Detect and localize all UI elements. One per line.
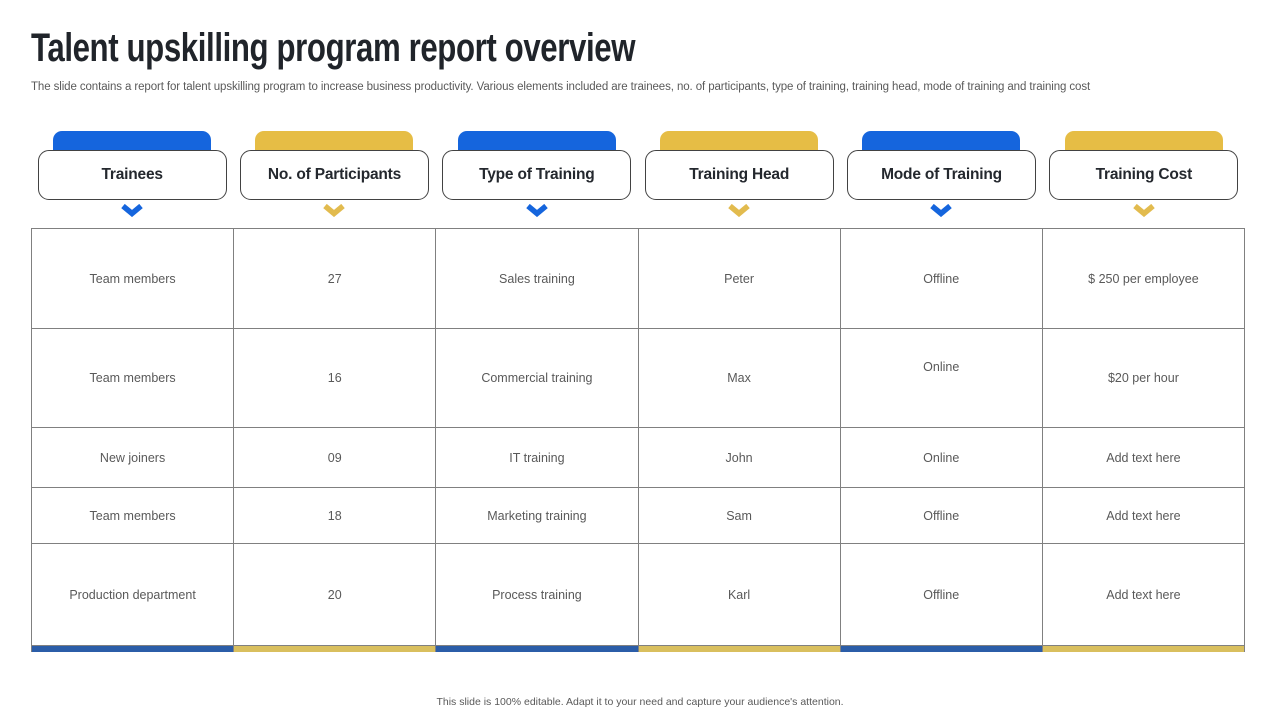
- table-cell: Offline: [840, 544, 1043, 646]
- header-label: Training Cost: [1095, 166, 1193, 183]
- table-cell: Team members: [32, 488, 235, 544]
- header-label: Mode of Training: [881, 166, 1002, 183]
- table-cell: IT training: [436, 428, 639, 488]
- slide-subtitle: The slide contains a report for talent u…: [31, 81, 1091, 93]
- table-cell: 27: [234, 229, 437, 329]
- header-card: Type of Training: [442, 150, 632, 200]
- header-label: Training Head: [689, 166, 790, 183]
- column-header-training-type: Type of Training: [436, 131, 638, 226]
- header-label: Trainees: [101, 166, 164, 183]
- column-accent-bar-blue: [436, 646, 639, 652]
- column-accent-bar-gold: [638, 646, 841, 652]
- table-cell: Team members: [32, 229, 235, 329]
- header-label: Type of Training: [479, 166, 595, 183]
- table-cell: Karl: [638, 544, 841, 646]
- header-card: Training Cost: [1049, 150, 1239, 200]
- table-cell: 09: [234, 428, 437, 488]
- header-card: Mode of Training: [846, 150, 1036, 200]
- table-cell: Offline: [840, 488, 1043, 544]
- footer-note: This slide is 100% editable. Adapt it to…: [436, 696, 844, 708]
- chevron-down-icon: [1133, 204, 1155, 217]
- chevron-down-icon: [728, 204, 750, 217]
- chevron-down-icon: [930, 204, 953, 217]
- column-header-training-mode: Mode of Training: [840, 131, 1042, 226]
- table-cell: $20 per hour: [1042, 329, 1245, 428]
- column-accent-bar-gold: [234, 646, 437, 652]
- table-cell: 16: [234, 329, 437, 428]
- column-accent-bar-gold: [1042, 646, 1245, 652]
- table-cell: Commercial training: [436, 329, 639, 428]
- header-label: No. of Participants: [267, 166, 402, 183]
- page-title: Talent upskilling program report overvie…: [31, 26, 636, 70]
- table-cell: Max: [638, 329, 841, 428]
- table-cell: Production department: [32, 544, 235, 646]
- header-card: Training Head: [644, 150, 834, 200]
- table-cell: John: [638, 428, 841, 488]
- table-cell: Online: [840, 329, 1043, 428]
- table-cell: Process training: [436, 544, 639, 646]
- column-header-participants: No. of Participants: [233, 131, 435, 226]
- header-card: Trainees: [37, 150, 227, 200]
- column-accent-bar-blue: [32, 646, 235, 652]
- table-cell: Marketing training: [436, 488, 639, 544]
- table-cell: Peter: [638, 229, 841, 329]
- table-cell: 18: [234, 488, 437, 544]
- column-header-row: Trainees No. of Participants Type of Tra…: [31, 131, 1245, 226]
- chevron-down-icon: [121, 204, 143, 217]
- table-cell: Sam: [638, 488, 841, 544]
- table-cell: Add text here: [1042, 544, 1245, 646]
- header-card: No. of Participants: [239, 150, 429, 200]
- chevron-down-icon: [323, 204, 346, 217]
- table-cell: New joiners: [32, 428, 235, 488]
- table-cell: Add text here: [1042, 428, 1245, 488]
- table-cell: Online: [840, 428, 1043, 488]
- report-table: Team members 27 Sales training Peter Off…: [31, 228, 1245, 652]
- table-cell: Offline: [840, 229, 1043, 329]
- column-header-training-cost: Training Cost: [1043, 131, 1245, 226]
- table-cell: $ 250 per employee: [1042, 229, 1245, 329]
- table-cell: 20: [234, 544, 437, 646]
- column-accent-bar-blue: [840, 646, 1043, 652]
- chevron-down-icon: [526, 204, 548, 217]
- column-header-trainees: Trainees: [31, 131, 233, 226]
- table-cell: Team members: [32, 329, 235, 428]
- table-cell: Add text here: [1042, 488, 1245, 544]
- table-cell: Sales training: [436, 229, 639, 329]
- column-header-training-head: Training Head: [638, 131, 840, 226]
